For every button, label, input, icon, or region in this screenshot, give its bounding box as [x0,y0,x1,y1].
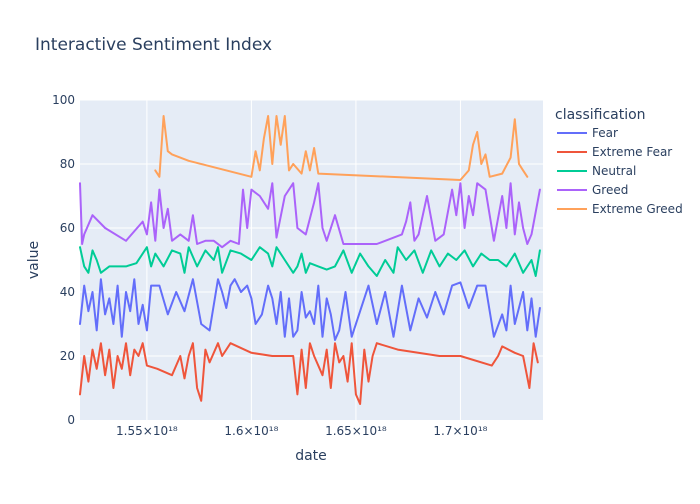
legend-label: Fear [592,126,618,140]
y-tick-label: 60 [60,221,75,235]
series-line-fear[interactable] [79,278,541,341]
series-line-extreme-greed[interactable] [154,115,529,181]
legend-label: Neutral [592,164,636,178]
legend-label: Extreme Fear [592,145,672,159]
y-tick-label: 40 [60,285,75,299]
series-lines [79,115,541,405]
y-tick-label: 20 [60,349,75,363]
legend-items: Fear Extreme Fear Neutral Greed Extreme Gree… [557,126,683,216]
legend-label: Extreme Greed [592,202,683,216]
x-tick-label: 1.65×10¹⁸ [325,424,387,438]
series-line-extreme-fear[interactable] [79,342,539,405]
x-tick-label: 1.7×10¹⁸ [433,424,487,438]
legend-item-fear[interactable]: Fear [557,126,618,140]
chart-title: Interactive Sentiment Index [35,35,272,55]
legend-item-extreme-greed[interactable]: Extreme Greed [557,202,683,216]
legend: classification Fear Extreme Fear Neutral Gr… [555,107,683,216]
x-axis-label: date [295,448,327,464]
plot-area [80,100,543,420]
y-tick-label: 0 [67,413,75,427]
x-tick-label: 1.6×10¹⁸ [224,424,278,438]
legend-label: Greed [592,183,628,197]
legend-item-extreme-fear[interactable]: Extreme Fear [557,145,672,159]
y-tick-label: 100 [52,93,75,107]
x-tick-label: 1.55×10¹⁸ [116,424,178,438]
y-tick-label: 80 [60,157,75,171]
axis-ticks: 0 20 40 60 80 100 1.55×10¹⁸ 1.6×10¹⁸ 1.65×10¹⁸ 1.… [52,93,488,438]
series-line-greed[interactable] [79,182,541,249]
legend-item-neutral[interactable]: Neutral [557,164,636,178]
series-line-neutral[interactable] [79,246,541,277]
legend-title: classification [555,107,646,123]
y-axis-label: value [26,241,42,279]
legend-item-greed[interactable]: Greed [557,183,628,197]
